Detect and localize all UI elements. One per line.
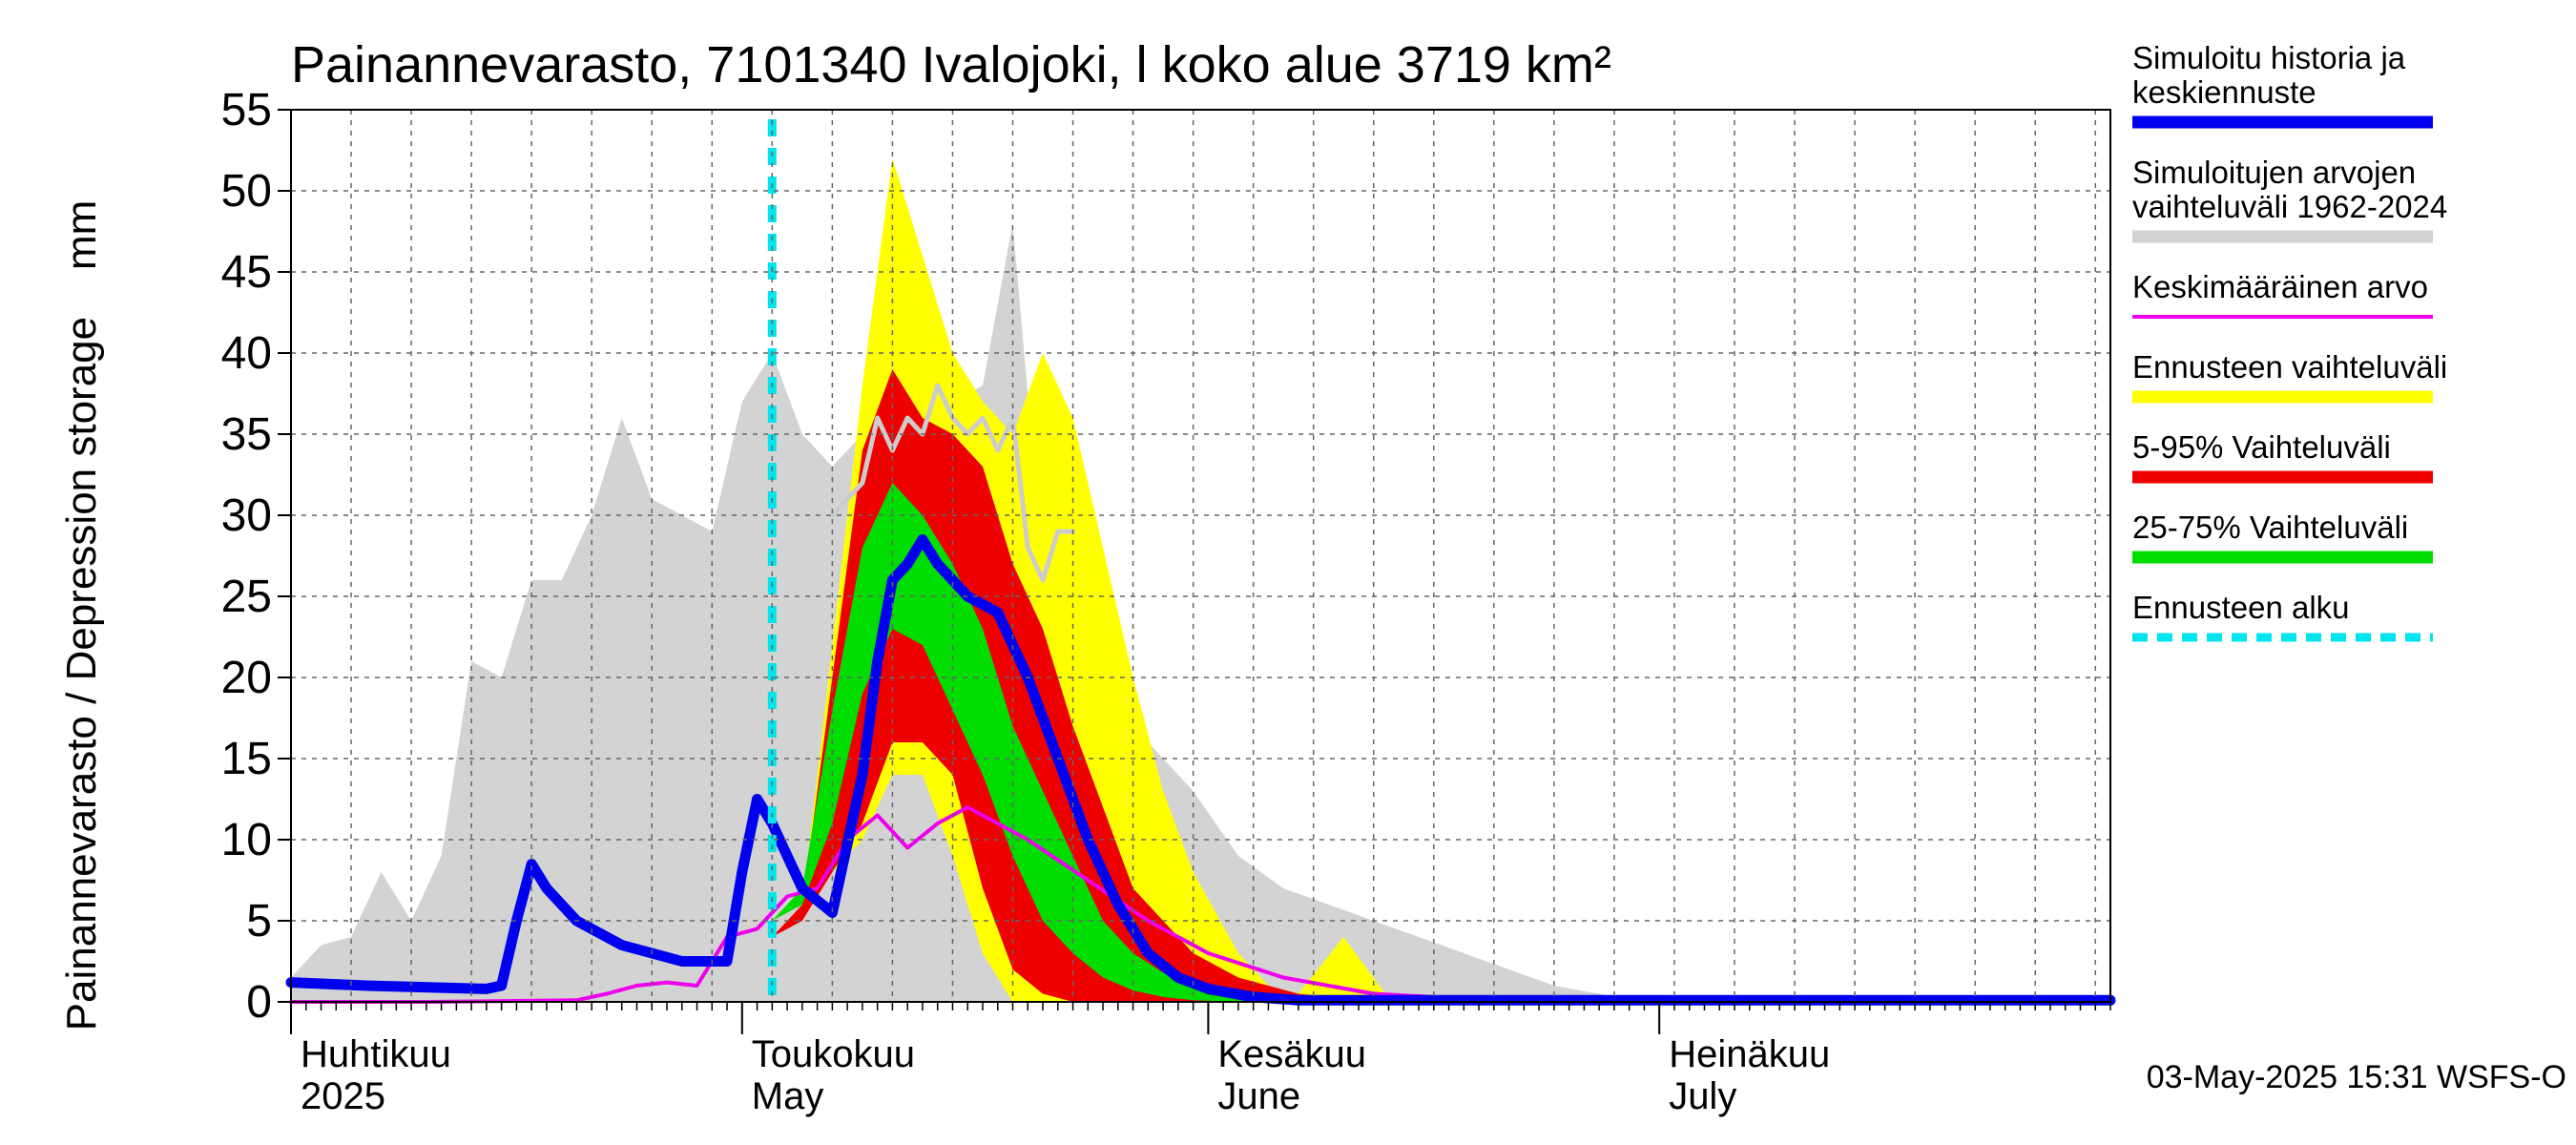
legend-label: Keskimääräinen arvo: [2132, 269, 2428, 304]
x-month-label-en: 2025: [301, 1075, 385, 1117]
y-tick-label: 5: [246, 896, 272, 947]
mean-value-line: [289, 805, 2112, 1004]
y-tick-label: 0: [246, 977, 272, 1028]
y-tick-label: 40: [221, 328, 272, 379]
y-tick-label: 50: [221, 166, 272, 217]
y-tick-label: 55: [221, 85, 272, 135]
legend-label: Simuloitu historia ja: [2132, 40, 2406, 75]
legend-label: 5-95% Vaihteluväli: [2132, 429, 2391, 465]
legend-label: Ennusteen alku: [2132, 590, 2350, 625]
x-month-label: Toukokuu: [752, 1033, 915, 1075]
simulated-median-line: [285, 534, 2116, 1006]
y-tick-label: 35: [221, 409, 272, 460]
legend-label: Ennusteen vaihteluväli: [2132, 349, 2447, 385]
legend-label: vaihteluväli 1962-2024: [2132, 189, 2447, 224]
y-tick-label: 30: [221, 490, 272, 541]
y-tick-label: 10: [221, 815, 272, 865]
x-month-label: Huhtikuu: [301, 1033, 451, 1075]
axes: 0510152025303540455055Huhtikuu2025Toukok…: [221, 85, 2111, 1117]
legend-label: 25-75% Vaihteluväli: [2132, 510, 2408, 545]
footer-timestamp: 03-May-2025 15:31 WSFS-O: [2147, 1059, 2566, 1095]
forecast-range-area: [772, 158, 1434, 1002]
y-tick-label: 20: [221, 653, 272, 703]
x-month-label: Heinäkuu: [1669, 1033, 1830, 1075]
x-month-label: Kesäkuu: [1217, 1033, 1366, 1075]
plot-area: [285, 119, 2116, 1006]
x-month-label-en: May: [752, 1075, 824, 1117]
p25-75-band: [772, 483, 1298, 1002]
plot-frame: [290, 109, 2111, 1003]
chart-title: Painannevarasto, 7101340 Ivalojoki, l ko…: [291, 36, 1611, 94]
grid: [291, 110, 2110, 1002]
y-axis-label: Painannevarasto / Depression storage mm: [58, 200, 105, 1031]
x-month-label-en: July: [1669, 1075, 1736, 1117]
y-tick-label: 25: [221, 572, 272, 622]
y-tick-label: 15: [221, 734, 272, 784]
legend-label: keskiennuste: [2132, 74, 2316, 110]
x-month-label-en: June: [1217, 1075, 1300, 1117]
simulated-range-grey-line: [829, 383, 1075, 583]
y-tick-label: 45: [221, 247, 272, 298]
legend-label: Simuloitujen arvojen: [2132, 155, 2416, 190]
